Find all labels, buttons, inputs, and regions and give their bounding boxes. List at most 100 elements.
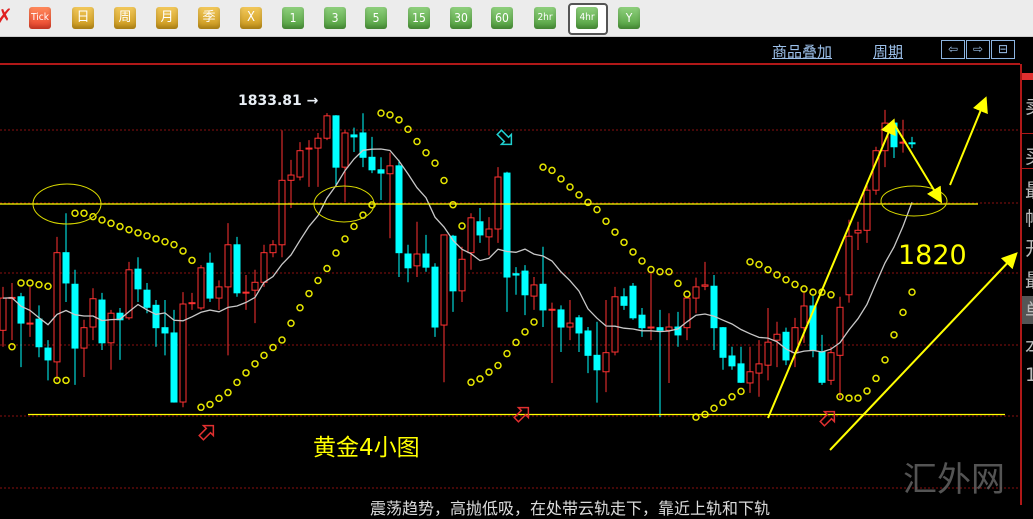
sar-dot	[71, 209, 79, 217]
sar-dot	[908, 288, 916, 296]
sar-dot	[638, 257, 646, 265]
sar-dot	[179, 247, 187, 255]
candle-body-up	[305, 147, 313, 150]
sar-dot	[269, 343, 277, 352]
sar-dot	[827, 291, 835, 299]
sar-dot	[323, 264, 331, 273]
sar-dot	[197, 403, 205, 412]
sar-dot	[8, 343, 16, 351]
sar-dot	[413, 137, 421, 146]
sar-dot	[161, 238, 169, 246]
sar-dot	[791, 280, 799, 289]
candle-body-up	[125, 269, 133, 319]
candle-body-down	[395, 165, 403, 254]
candle-body-up	[485, 228, 493, 238]
candle-body-up	[647, 326, 655, 329]
period-button-60[interactable]: 60	[491, 7, 513, 29]
sar-dot	[836, 393, 844, 401]
panel-label: 买	[1025, 142, 1033, 169]
candle-body-down	[710, 285, 718, 329]
candle-body-up	[188, 302, 196, 305]
candle-body-down	[629, 285, 637, 319]
sar-dot	[134, 229, 142, 237]
period-button-5[interactable]: 5	[365, 7, 387, 29]
candle-body-down	[404, 253, 412, 269]
sar-dot	[728, 393, 736, 401]
sar-dot	[152, 235, 160, 243]
candle-body-up	[764, 341, 772, 366]
candle-body-up	[197, 267, 205, 309]
period-button-周[interactable]: 周	[114, 7, 136, 29]
sar-dot	[494, 361, 502, 370]
period-button-月[interactable]: 月	[156, 7, 178, 29]
candle-body-down	[584, 330, 592, 356]
period-button-3[interactable]: 3	[324, 7, 346, 29]
candle-body-down	[674, 326, 682, 336]
period-button-1[interactable]: 1	[282, 7, 304, 29]
sar-dot	[53, 376, 61, 385]
sar-dot	[170, 240, 178, 249]
candle-body-up	[755, 363, 763, 374]
candle-body-up	[494, 176, 502, 230]
sar-dot	[386, 111, 394, 119]
sar-dot	[467, 378, 475, 387]
sell-signal-arrow-icon	[496, 129, 513, 146]
sar-dot	[611, 228, 619, 236]
arrow-right-icon[interactable]: ⇨	[966, 40, 990, 59]
sar-dot	[89, 212, 97, 221]
sar-dot	[539, 163, 547, 171]
sar-dot	[404, 125, 412, 133]
panel-label: 最	[1025, 176, 1033, 203]
sar-dot	[251, 360, 259, 368]
layout-icon[interactable]: ⊟	[991, 40, 1015, 59]
candle-body-up	[287, 174, 295, 181]
sar-dot	[350, 222, 358, 231]
buy-signal-arrow-icon	[819, 410, 836, 427]
candle-body-down	[152, 304, 160, 329]
arrow-left-icon[interactable]: ⇦	[941, 40, 965, 59]
highlight-ellipse	[880, 185, 948, 217]
moving-average-line	[2, 148, 913, 354]
sar-dot	[233, 378, 241, 387]
sar-dot	[737, 387, 745, 396]
sar-dot	[305, 289, 313, 298]
period-button-x[interactable]: X	[240, 7, 262, 29]
period-button-30[interactable]: 30	[450, 7, 472, 29]
sar-dot	[548, 166, 556, 175]
candle-body-down	[818, 351, 826, 383]
sar-dot	[746, 258, 754, 266]
candle-body-down	[431, 266, 439, 328]
chart-header: 商品叠加 周期 ⇦ ⇨ ⊟	[0, 37, 1020, 65]
period-button-tick[interactable]: Tick	[29, 7, 51, 29]
candle-body-up	[827, 352, 835, 381]
sar-dot	[206, 400, 214, 409]
overlay-commodity-link[interactable]: 商品叠加	[772, 43, 833, 61]
candle-body-down	[143, 289, 151, 308]
candle-body-down	[35, 318, 43, 348]
period-button-2hr[interactable]: 2hr	[534, 7, 556, 29]
period-button-15[interactable]: 15	[408, 7, 430, 29]
period-link[interactable]: 周期	[873, 43, 904, 61]
candle-body-up	[800, 305, 808, 329]
candle-body-up	[548, 308, 556, 311]
candle-body-up	[323, 115, 331, 139]
panel-divider	[1022, 133, 1033, 134]
sar-dot	[17, 279, 25, 287]
sar-dot	[503, 349, 511, 358]
period-button-4hr[interactable]: 4hr	[576, 7, 598, 29]
sar-dot	[890, 331, 898, 339]
period-button-季[interactable]: 季	[198, 7, 220, 29]
candle-body-up	[611, 296, 619, 353]
candle-body-down	[377, 169, 385, 174]
sar-dot	[458, 222, 466, 230]
sar-dot	[341, 235, 349, 243]
period-button-日[interactable]: 日	[72, 7, 94, 29]
sar-dot	[485, 368, 493, 376]
candle-body-down	[908, 142, 916, 145]
candle-body-up	[0, 297, 7, 331]
period-button-y[interactable]: Y	[618, 7, 640, 29]
candle-body-down	[737, 363, 745, 383]
candle-body-up	[341, 132, 349, 168]
close-icon[interactable]: ✗	[0, 4, 13, 28]
sar-dot	[800, 285, 808, 293]
